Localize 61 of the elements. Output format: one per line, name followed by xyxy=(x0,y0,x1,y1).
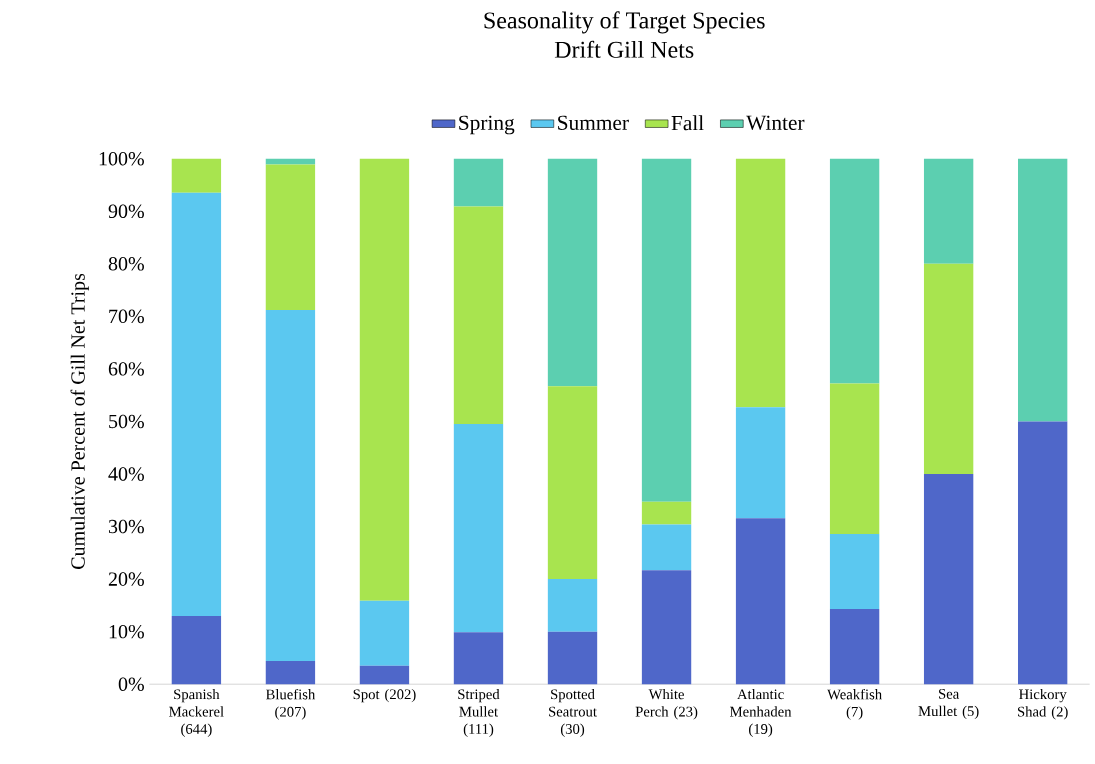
y-tick-label: 0% xyxy=(118,677,144,691)
bar xyxy=(735,518,786,685)
x-tick-label: Striped Mullet (111) xyxy=(458,688,500,737)
x-tick-label: Spotted Seatrout (30) xyxy=(549,688,597,737)
bar xyxy=(829,533,880,609)
bar xyxy=(829,608,880,685)
bar xyxy=(829,383,880,534)
legend-label: Fall xyxy=(671,115,704,131)
x-tick-label: Weakfish (7) xyxy=(827,688,882,720)
y-tick-label: 80% xyxy=(108,256,144,271)
y-tick-label: 100% xyxy=(99,151,144,166)
bar xyxy=(359,600,410,666)
y-tick-label: 10% xyxy=(109,624,144,639)
chart-subtitle: Drift Gill Nets xyxy=(554,40,694,58)
y-tick-label: 70% xyxy=(109,309,144,324)
y-tick-label: 20% xyxy=(108,572,144,586)
bar xyxy=(735,407,786,519)
x-tick-label: Sea Mullet (5) xyxy=(918,688,979,719)
x-tick-label: Spanish Mackerel (644) xyxy=(169,688,224,737)
bar xyxy=(547,631,598,685)
legend-label: Winter xyxy=(746,115,805,130)
bar xyxy=(641,501,692,525)
bar xyxy=(453,206,504,424)
x-tick-label: Spot (202) xyxy=(353,688,416,703)
bar xyxy=(547,386,598,579)
x-tick-label: Bluefish (207) xyxy=(265,688,316,720)
bar xyxy=(547,579,598,632)
bar xyxy=(265,660,316,685)
bar xyxy=(171,615,222,685)
bar xyxy=(1017,421,1068,685)
y-tick-label: 50% xyxy=(109,414,144,429)
bar xyxy=(923,263,974,474)
legend-label: Spring xyxy=(459,115,515,135)
y-tick-label: 30% xyxy=(108,519,144,534)
bar xyxy=(1017,158,1068,422)
bar xyxy=(265,309,316,661)
bar xyxy=(641,570,692,685)
bar xyxy=(453,632,504,685)
bar xyxy=(453,423,504,633)
bar xyxy=(923,158,974,264)
chart-title: Seasonality of Target Species xyxy=(484,11,765,34)
bar xyxy=(171,192,222,616)
bar xyxy=(171,158,222,193)
bar xyxy=(453,158,504,207)
y-tick-label: 90% xyxy=(108,204,144,218)
x-tick-label: Hickory Shad (2) xyxy=(1017,688,1068,720)
bar xyxy=(829,158,880,384)
bar xyxy=(359,665,410,685)
bar xyxy=(923,473,974,685)
x-tick-label: Atlantic Menhaden (19) xyxy=(730,688,792,737)
x-tick-label: White Perch (23) xyxy=(635,688,698,720)
bar xyxy=(735,158,786,408)
y-tick-label: 40% xyxy=(108,467,144,481)
bar xyxy=(641,158,692,502)
bar xyxy=(641,524,692,571)
bar xyxy=(265,164,316,310)
legend-label: Summer xyxy=(558,115,629,130)
bar xyxy=(359,158,410,601)
y-axis-title: Cumulative Percent of Gill Net Trips xyxy=(70,273,89,569)
y-tick-label: 60% xyxy=(108,362,144,376)
bar xyxy=(547,158,598,387)
